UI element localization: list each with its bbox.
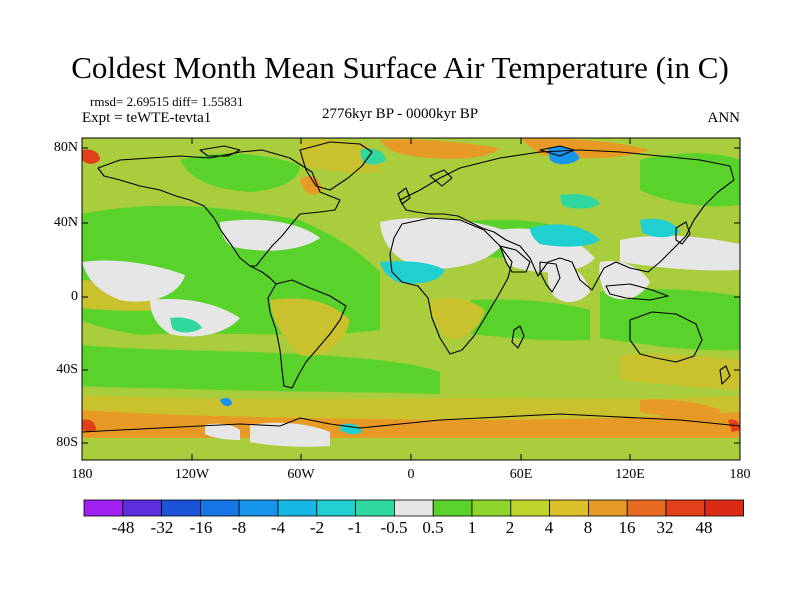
colorbar-label: -8 bbox=[231, 518, 247, 537]
season-label: ANN bbox=[707, 110, 741, 126]
neutral-anomaly-regions bbox=[82, 217, 740, 447]
colorbar-label: 8 bbox=[583, 518, 593, 537]
colorbar-swatch bbox=[393, 499, 434, 517]
lat-label-40n: 40N bbox=[53, 215, 78, 230]
colorbar-label: 2 bbox=[505, 518, 515, 537]
colorbar-swatch bbox=[83, 499, 124, 517]
colorbar-swatch bbox=[199, 499, 240, 517]
lon-label-0: 0 bbox=[407, 467, 415, 482]
colorbar-swatch bbox=[238, 499, 279, 517]
colorbar-swatch bbox=[665, 499, 706, 517]
colorbar-swatch bbox=[277, 499, 318, 517]
colorbar-label: 32 bbox=[656, 518, 674, 537]
lon-label-120e: 120E bbox=[615, 467, 645, 482]
colorbar-label: 4 bbox=[544, 518, 554, 537]
colorbar-label: -2 bbox=[309, 518, 325, 537]
colorbar-swatch bbox=[122, 499, 163, 517]
colorbar-label: -4 bbox=[270, 518, 286, 537]
colorbar-label: 16 bbox=[618, 518, 636, 537]
colorbar-swatch bbox=[626, 499, 667, 517]
lat-label-80s: 80S bbox=[56, 435, 78, 450]
map-title: Coldest Month Mean Surface Air Temperatu… bbox=[71, 50, 729, 85]
colorbar-swatch bbox=[316, 499, 356, 517]
colorbar-label: 1 bbox=[467, 518, 477, 537]
lon-label-60w: 60W bbox=[287, 467, 315, 482]
lon-label-180-right: 180 bbox=[729, 467, 751, 482]
rmsd-diff-stats: rmsd= 2.69515 diff= 1.55831 bbox=[90, 94, 244, 109]
hot-anomaly-regions bbox=[82, 149, 740, 433]
experiment-label: Expt = teWTE-tevta1 bbox=[82, 110, 212, 126]
colorbar-swatch bbox=[510, 499, 550, 517]
colorbar bbox=[83, 499, 744, 517]
colorbar-swatch bbox=[432, 499, 473, 517]
colorbar-swatch bbox=[355, 499, 395, 517]
colorbar-label: -16 bbox=[189, 518, 213, 537]
colorbar-label: -48 bbox=[111, 518, 135, 537]
colorbar-swatch bbox=[471, 499, 512, 517]
colorbar-swatch bbox=[588, 499, 628, 517]
cold-anomaly-regions bbox=[170, 146, 680, 435]
colorbar-label: -1 bbox=[347, 518, 363, 537]
lat-label-80n: 80N bbox=[53, 140, 78, 155]
colorbar-swatch bbox=[161, 499, 201, 517]
lon-label-60e: 60E bbox=[509, 467, 533, 482]
colorbar-label: 48 bbox=[695, 518, 713, 537]
axis-ticks bbox=[82, 138, 740, 460]
colorbar-swatch bbox=[549, 499, 589, 517]
colorbar-label: -32 bbox=[150, 518, 174, 537]
lat-label-0: 0 bbox=[71, 289, 78, 304]
lon-label-180-left: 180 bbox=[71, 467, 93, 482]
lon-label-120w: 120W bbox=[174, 467, 210, 482]
period-label: 2776kyr BP - 0000kyr BP bbox=[321, 106, 479, 122]
colorbar-label: 0.5 bbox=[422, 518, 444, 537]
lat-label-40s: 40S bbox=[56, 362, 78, 377]
colorbar-swatch bbox=[704, 499, 744, 517]
coastlines bbox=[82, 141, 740, 433]
colorbar-label: -0.5 bbox=[380, 518, 408, 537]
